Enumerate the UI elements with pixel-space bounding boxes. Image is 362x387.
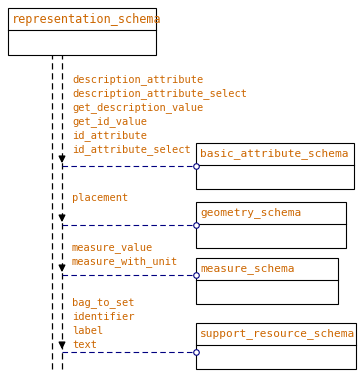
Text: support_resource_schema: support_resource_schema xyxy=(200,329,355,339)
Bar xyxy=(196,323,356,369)
Text: bag_to_set: bag_to_set xyxy=(72,298,135,308)
Text: description_attribute_select: description_attribute_select xyxy=(72,89,247,99)
Text: measure_with_unit: measure_with_unit xyxy=(72,257,178,267)
Text: measure_value: measure_value xyxy=(72,243,153,253)
Text: get_id_value: get_id_value xyxy=(72,116,147,127)
Text: get_description_value: get_description_value xyxy=(72,103,203,113)
Text: geometry_schema: geometry_schema xyxy=(200,207,301,218)
Text: basic_attribute_schema: basic_attribute_schema xyxy=(200,149,349,159)
Bar xyxy=(196,258,338,304)
Bar xyxy=(8,8,156,55)
Text: text: text xyxy=(72,340,97,350)
Text: measure_schema: measure_schema xyxy=(200,264,295,274)
Bar xyxy=(196,202,346,248)
Text: placement: placement xyxy=(72,193,128,203)
Text: label: label xyxy=(72,326,103,336)
Bar xyxy=(196,143,354,189)
Text: identifier: identifier xyxy=(72,312,135,322)
Text: description_attribute: description_attribute xyxy=(72,75,203,86)
Text: id_attribute_select: id_attribute_select xyxy=(72,145,191,156)
Text: id_attribute: id_attribute xyxy=(72,130,147,142)
Text: representation_schema: representation_schema xyxy=(12,12,161,26)
